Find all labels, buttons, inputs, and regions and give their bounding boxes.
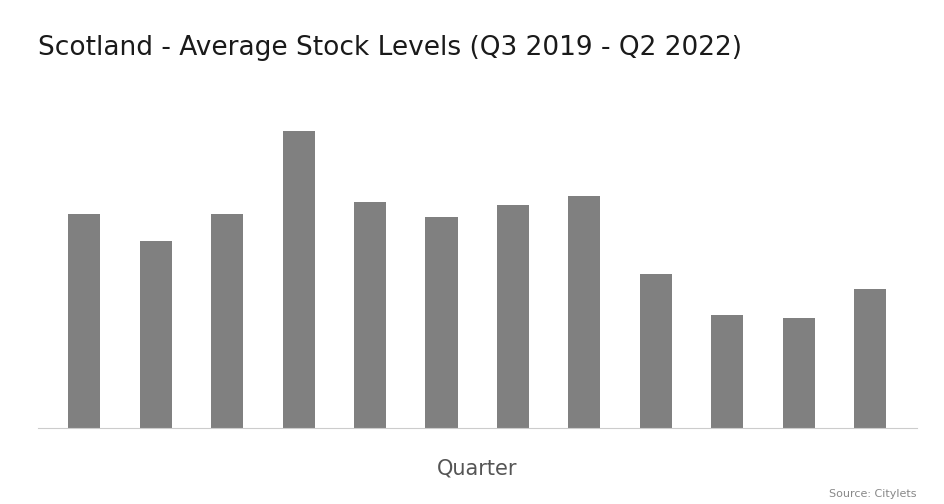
Text: Scotland - Average Stock Levels (Q3 2019 - Q2 2022): Scotland - Average Stock Levels (Q3 2019… xyxy=(38,35,741,61)
Bar xyxy=(711,316,743,428)
Bar xyxy=(567,196,599,428)
Bar xyxy=(140,241,172,428)
Text: Source: Citylets: Source: Citylets xyxy=(828,489,916,499)
Bar xyxy=(354,202,386,428)
Bar xyxy=(853,288,885,428)
Text: Quarter: Quarter xyxy=(436,459,517,479)
Bar xyxy=(425,217,457,428)
Bar xyxy=(782,319,814,428)
Bar xyxy=(282,131,314,428)
Bar xyxy=(68,214,100,428)
Bar xyxy=(639,274,671,428)
Bar xyxy=(497,205,529,428)
Bar xyxy=(211,214,243,428)
